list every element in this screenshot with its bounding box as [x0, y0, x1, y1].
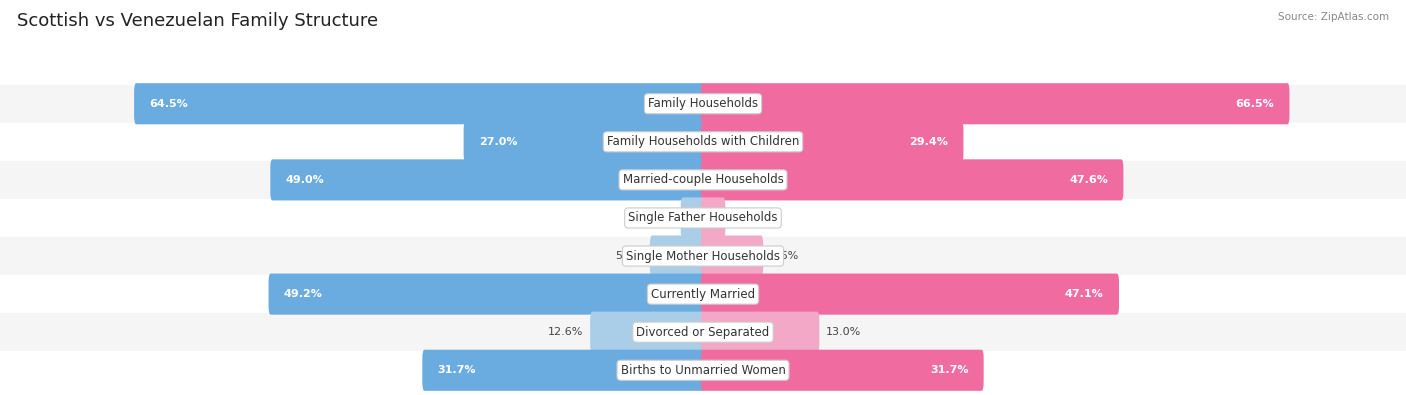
Text: 29.4%: 29.4% [910, 137, 948, 147]
FancyBboxPatch shape [681, 198, 706, 239]
Bar [0, 351, 1406, 389]
Bar [0, 275, 1406, 313]
Text: Currently Married: Currently Married [651, 288, 755, 301]
FancyBboxPatch shape [464, 121, 706, 162]
Text: Single Father Households: Single Father Households [628, 211, 778, 224]
Text: Family Households: Family Households [648, 97, 758, 110]
Bar [0, 123, 1406, 161]
Text: 31.7%: 31.7% [929, 365, 969, 375]
Bar [0, 199, 1406, 237]
FancyBboxPatch shape [700, 274, 1119, 315]
FancyBboxPatch shape [650, 235, 706, 276]
Text: 13.0%: 13.0% [827, 327, 862, 337]
FancyBboxPatch shape [134, 83, 706, 124]
Text: 47.6%: 47.6% [1069, 175, 1108, 185]
FancyBboxPatch shape [591, 312, 706, 353]
FancyBboxPatch shape [422, 350, 706, 391]
Text: Source: ZipAtlas.com: Source: ZipAtlas.com [1278, 12, 1389, 22]
FancyBboxPatch shape [700, 159, 1123, 200]
Bar [0, 161, 1406, 199]
FancyBboxPatch shape [269, 274, 704, 315]
FancyBboxPatch shape [700, 350, 984, 391]
Text: Scottish vs Venezuelan Family Structure: Scottish vs Venezuelan Family Structure [17, 12, 378, 30]
Text: 49.0%: 49.0% [285, 175, 325, 185]
Text: 6.6%: 6.6% [770, 251, 799, 261]
FancyBboxPatch shape [700, 198, 725, 239]
Bar [0, 313, 1406, 351]
Text: 27.0%: 27.0% [479, 137, 517, 147]
Text: 2.3%: 2.3% [645, 213, 673, 223]
Text: Divorced or Separated: Divorced or Separated [637, 326, 769, 339]
Text: 31.7%: 31.7% [437, 365, 477, 375]
Text: 66.5%: 66.5% [1236, 99, 1274, 109]
Bar [0, 237, 1406, 275]
Text: 49.2%: 49.2% [284, 289, 323, 299]
Text: 64.5%: 64.5% [149, 99, 188, 109]
Text: Births to Unmarried Women: Births to Unmarried Women [620, 364, 786, 377]
Text: Single Mother Households: Single Mother Households [626, 250, 780, 263]
Text: Married-couple Households: Married-couple Households [623, 173, 783, 186]
FancyBboxPatch shape [700, 121, 963, 162]
Text: 5.8%: 5.8% [614, 251, 644, 261]
Text: 12.6%: 12.6% [548, 327, 583, 337]
FancyBboxPatch shape [700, 235, 763, 276]
FancyBboxPatch shape [700, 83, 1289, 124]
FancyBboxPatch shape [700, 312, 820, 353]
Text: Family Households with Children: Family Households with Children [607, 135, 799, 148]
Text: 2.3%: 2.3% [733, 213, 761, 223]
FancyBboxPatch shape [270, 159, 704, 200]
Text: 47.1%: 47.1% [1064, 289, 1104, 299]
Bar [0, 85, 1406, 123]
